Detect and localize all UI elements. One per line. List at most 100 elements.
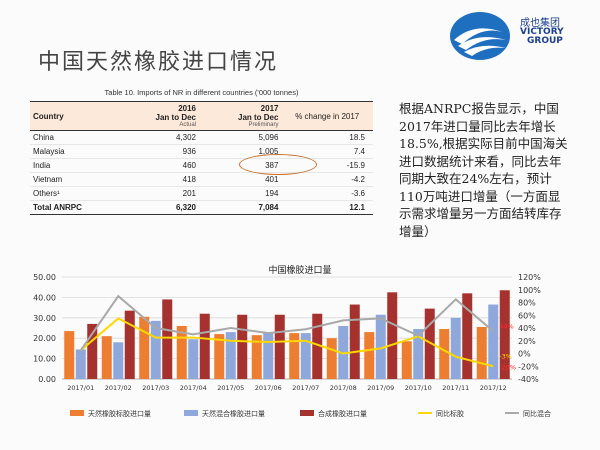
cell-country: China [30,130,127,145]
x-tick-label: 2017/12 [480,384,507,392]
x-tick-label: 2017/01 [67,384,94,392]
col-2017-note: Preliminary [248,122,279,128]
legend-swatch [70,410,84,416]
line-annotation: 44% [499,322,513,330]
series-line [79,294,494,351]
cell-change: 12.1 [281,200,373,215]
imports-table-container: Table 10. Imports of NR in different cou… [30,88,373,215]
logo-chinese-name: 成也集团 [520,18,560,29]
imports-table: Country 2016 Jan to Dec Actual 2017 Jan … [30,101,373,215]
chart-grid [62,276,512,380]
bar [326,338,337,379]
x-tick-label: 2017/06 [255,384,282,392]
cell-2016: 460 [126,158,199,173]
legend-label: 天然混合橡胶进口量 [202,409,265,418]
victory-group-logo [450,12,510,60]
legend-swatch [184,410,198,416]
x-tick-label: 2017/08 [330,384,357,392]
legend-label: 同比混合 [523,409,551,418]
logo-english-line2: GROUP [527,36,563,46]
bar [462,293,473,379]
legend-label: 合成橡胶进口量 [318,409,367,418]
commentary-text: 根据ANRPC报告显示，中国2017年进口量同比去年增长18.5%,根据实际目前… [399,101,568,239]
bar [176,325,187,379]
bar [87,323,98,379]
y2-tick-label: 40% [518,324,536,333]
y2-tick-label: 60% [518,311,536,320]
bar [75,349,86,379]
y2-tick-label: 120% [518,273,541,282]
bar [401,341,412,379]
chart-annotations: -20% -3% 44% [499,322,516,371]
bar [199,313,210,379]
table-total-row: Total ANRPC 6,320 7,084 12.1 [30,200,373,215]
cell-country: Total ANRPC [30,200,127,215]
logo-english-line1: VICTORY [520,27,564,37]
bar [263,332,274,379]
col-2016-range: Jan to Dec [155,113,196,122]
cell-country: India [30,158,127,173]
y2-tick-label: -20% [518,362,539,371]
bar [237,314,248,379]
chart-title: 中国橡胶进口量 [268,264,331,276]
bar [214,334,225,379]
legend-swatch [300,410,314,416]
bar [289,333,300,379]
cell-2017: 401 [199,172,282,187]
slide-title: 中国天然橡胶进口情况 [38,50,279,75]
bar [375,314,386,379]
bar [188,339,199,379]
cell-change: -4.2 [281,172,373,187]
x-tick-label: 2017/09 [367,384,394,392]
bar [64,331,75,379]
bar [349,304,360,379]
y-tick-label: 30.00 [33,314,56,323]
bar [312,313,323,379]
bar [364,332,375,379]
x-tick-label: 2017/07 [292,384,319,392]
bar [300,333,311,379]
y2-tick-label: 80% [518,299,536,308]
cell-country: Vietnam [30,172,127,187]
col-2016-year: 2016 [178,104,196,113]
bar [150,320,161,379]
col-2016-note: Actual [179,122,196,128]
y2-tick-label: -40% [518,375,539,384]
bar [274,314,285,379]
bar [424,308,435,379]
col-country-header: Country [33,111,64,121]
logo-english-name: VICTORY GROUP [520,28,564,46]
y2-tick-label: 20% [518,337,536,346]
cell-change: -3.6 [281,186,373,201]
col-2016-header: 2016 Jan to Dec Actual [127,102,199,131]
y-tick-label: 10.00 [33,355,56,364]
cell-country: Others¹ [30,186,127,201]
y-tick-label: 20.00 [33,334,56,343]
x-tick-label: 2017/04 [180,384,207,392]
bar [450,317,461,379]
x-tick-label: 2017/02 [105,384,132,392]
y-tick-label: 50.00 [33,273,56,282]
highlight-circle [239,154,317,175]
col-2017-range: Jan to Dec [238,113,279,122]
cell-change: 7.4 [281,144,373,159]
y-tick-label: 0.00 [38,375,56,384]
table-header-row: Country 2016 Jan to Dec Actual 2017 Jan … [30,101,373,131]
bar [124,310,135,379]
cell-2017: 5,096 [199,130,282,145]
cell-2016: 936 [126,144,199,159]
bar [162,299,173,379]
bar [113,342,124,379]
import-volume-chart: 中国橡胶进口量 0.00 10.00 20.00 30.00 40.00 50.00 -4… [33,264,551,418]
x-tick-label: 2017/10 [405,384,432,392]
bar [499,290,510,379]
legend-label: 同比标胶 [436,409,464,418]
cell-2016: 201 [126,186,199,201]
y-axis-left: 0.00 10.00 20.00 30.00 40.00 50.00 [33,273,56,384]
table-row: Others¹ 201 194 -3.6 [30,186,373,201]
cell-2016: 4,302 [126,130,199,145]
cell-country: Malaysia [30,144,127,159]
x-tick-label: 2017/03 [142,384,169,392]
table-row: India 460 387 -15.9 [30,158,373,173]
cell-change: 18.5 [281,130,373,145]
